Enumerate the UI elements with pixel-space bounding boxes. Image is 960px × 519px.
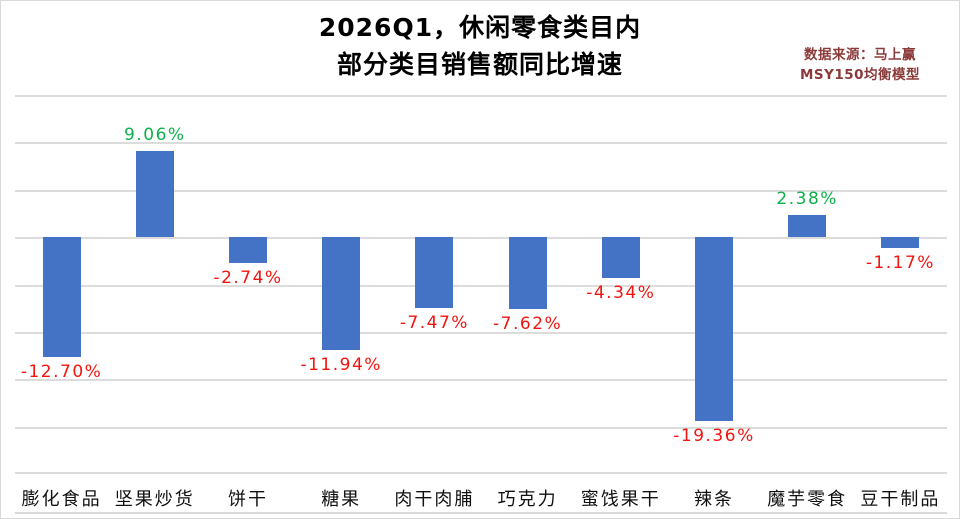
bar <box>415 237 454 308</box>
data-source-line2: MSY150均衡模型 <box>799 67 921 83</box>
x-axis-row: 膨化食品 坚果炒货 饼干 糖果 肉干肉脯 巧克力 蜜饯果干 辣条 魔芋零食 豆干制品 <box>15 485 947 511</box>
x-axis-label: 坚果炒货 <box>114 489 195 510</box>
bar-value-label: -11.94% <box>300 355 382 376</box>
bottom-axis-rule <box>15 512 947 514</box>
bar-value-label: -12.70% <box>20 362 103 383</box>
bar <box>601 237 640 279</box>
bar-value-label: 9.06% <box>124 125 186 146</box>
bar <box>229 237 267 264</box>
x-axis-label: 巧克力 <box>497 489 558 510</box>
x-axis-label: 蜜饯果干 <box>580 489 661 510</box>
bar-value-label: -19.36% <box>673 425 755 446</box>
gridline <box>15 189 947 192</box>
bar <box>508 237 547 310</box>
bar-value-label: -7.62% <box>493 314 563 335</box>
bar-value-label: -2.74% <box>213 268 283 289</box>
bar-value-label: -4.34% <box>586 283 656 304</box>
data-source-line1: 数据来源：马上赢 <box>804 47 916 63</box>
bar-value-label: 2.38% <box>776 188 838 209</box>
gridline <box>15 379 947 382</box>
bar-value-label: -7.47% <box>399 312 469 333</box>
plot-area: -12.70% 9.06% -2.74% -11.94% -7.47% -7.62% -4.… <box>15 95 947 474</box>
gridline <box>15 472 947 474</box>
gridline <box>15 95 947 97</box>
x-axis-label: 膨化食品 <box>21 489 102 510</box>
gridline <box>15 284 947 287</box>
chart-title: 2026Q1，休闲零食类目内 部分类目销售额同比增速 <box>1 9 959 83</box>
x-axis-label: 豆干制品 <box>860 489 941 510</box>
chart-title-line1: 2026Q1，休闲零食类目内 <box>318 13 642 42</box>
data-source-note: 数据来源：马上赢 MSY150均衡模型 <box>775 45 945 85</box>
chart-title-line2: 部分类目销售额同比增速 <box>336 50 623 79</box>
x-axis-label: 饼干 <box>228 489 268 510</box>
x-axis-label: 肉干肉脯 <box>394 489 475 510</box>
bar <box>42 237 81 358</box>
gridline <box>15 142 947 145</box>
bar <box>788 214 827 238</box>
gridline <box>15 426 947 429</box>
gridline <box>15 331 947 334</box>
bar <box>135 151 174 238</box>
gridline <box>15 237 947 240</box>
bar-value-label: -1.17% <box>865 253 935 274</box>
bar <box>881 237 920 249</box>
x-axis-label: 魔芋零食 <box>767 489 848 510</box>
bar <box>322 237 361 351</box>
bar <box>695 237 733 421</box>
x-axis-label: 辣条 <box>694 489 734 510</box>
x-axis-label: 糖果 <box>321 489 362 510</box>
